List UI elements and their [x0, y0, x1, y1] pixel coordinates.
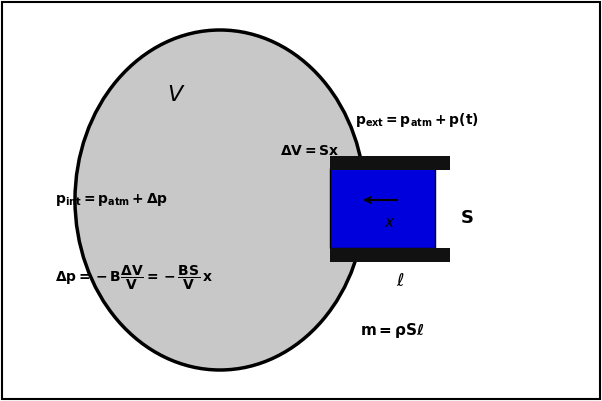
Text: $\ell$: $\ell$	[396, 272, 405, 290]
Bar	[330, 248, 450, 262]
Text: $\mathbf{p_{ext} = p_{atm} + p(t)}$: $\mathbf{p_{ext} = p_{atm} + p(t)}$	[355, 111, 479, 129]
Text: $\mathbf{\Delta p = -B\dfrac{\Delta V}{V} = -\dfrac{BS}{V}\,x}$: $\mathbf{\Delta p = -B\dfrac{\Delta V}{V…	[55, 264, 213, 292]
Text: $\mathbf{m = \rho S \ell}$: $\mathbf{m = \rho S \ell}$	[360, 320, 424, 340]
Text: $\mathbf{p_{int} = p_{atm} + \Delta p}$: $\mathbf{p_{int} = p_{atm} + \Delta p}$	[55, 192, 168, 209]
Bar	[330, 156, 450, 170]
Bar	[330, 168, 435, 248]
Ellipse shape	[75, 30, 365, 370]
Text: $x$: $x$	[384, 215, 396, 230]
Text: V: V	[167, 85, 182, 105]
Text: $\mathbf{\Delta V = Sx}$: $\mathbf{\Delta V = Sx}$	[280, 144, 340, 158]
Text: $\mathbf{S}$: $\mathbf{S}$	[460, 209, 474, 227]
